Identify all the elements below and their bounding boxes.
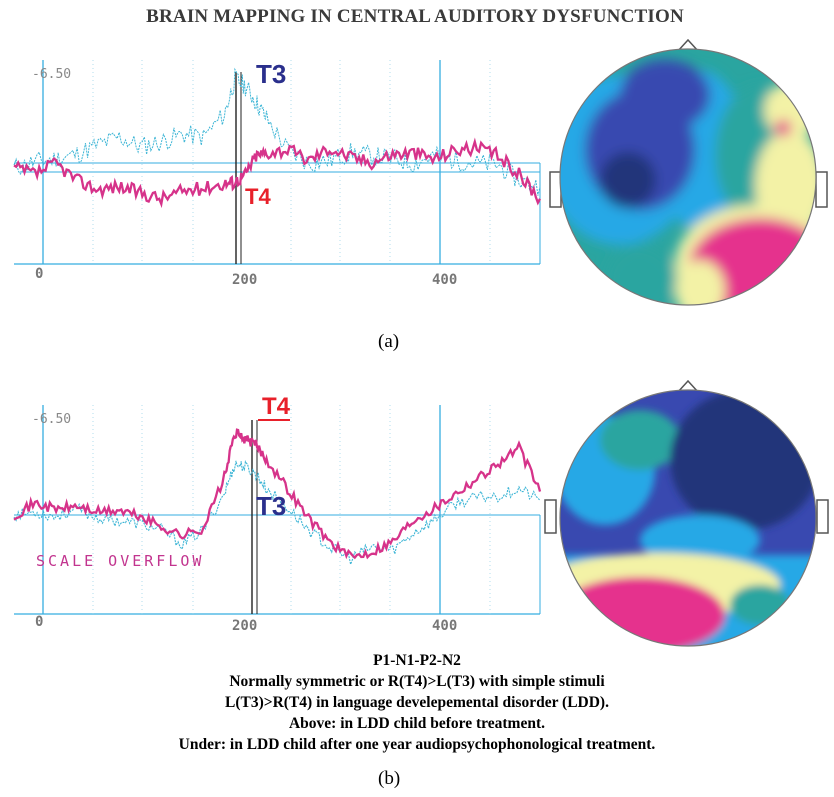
left-ear-marker [544,499,557,534]
figure-title: BRAIN MAPPING IN CENTRAL AUDITORY DYSFUN… [146,6,684,27]
panel-b-label: (b) [378,768,401,789]
chart-b-tick-label: 200 [232,618,257,634]
chart-b-grid [14,405,541,615]
map-b-topography [560,390,816,646]
chart-b-tick-label: 0 [35,614,43,630]
chart-b-series-t4 [13,428,542,560]
waveform-chart-a: -6.50 0 200 400 T3 T4 [13,59,542,288]
chart-a-tick-label: 0 [35,266,43,282]
caption-line: Under: in LDD child after one year audio… [178,736,656,753]
scale-overflow-label: SCALE OVERFLOW [36,552,204,570]
chart-a-tick-label: 200 [232,272,257,288]
chart-a-tick-label: 400 [432,272,457,288]
caption-line: L(T3)>R(T4) in language develepemental d… [225,694,609,711]
chart-a-grid [14,60,541,265]
caption-line: Normally symmetric or R(T4)>L(T3) with s… [229,673,605,690]
panel-a-label: (a) [378,331,399,352]
brain-map-a [549,38,828,306]
chart-a-series-t4 [13,137,542,209]
left-ear-marker [549,171,562,208]
chart-b-t3-label: T3 [256,491,286,521]
figure-canvas: -6.50 0 200 400 T3 T4 [13,38,829,647]
caption-line: Above: in LDD child before treatment. [288,715,545,732]
chart-b-series-t3 [13,460,541,567]
caption-line: P1-N1-P2-N2 [373,652,461,669]
chart-a-t3-label: T3 [256,59,286,89]
right-ear-marker [816,499,829,534]
figure-caption: P1-N1-P2-N2 Normally symmetric or R(T4)>… [40,650,794,755]
brain-map-b [544,379,829,647]
map-a-topography [560,49,816,305]
chart-b-dotted-grid [92,405,491,614]
chart-a-t4-label: T4 [245,184,271,209]
chart-a-scale-label: -6.50 [32,67,71,82]
chart-a-dotted-grid [92,60,491,264]
right-ear-marker [815,171,828,208]
chart-b-scale-label: -6.50 [32,412,71,427]
chart-b-t4-label: T4 [262,393,291,420]
waveform-chart-b: -6.50 0 200 400 SCALE OVERFLOW T3 T4 [13,393,542,634]
chart-b-tick-label: 400 [432,618,457,634]
